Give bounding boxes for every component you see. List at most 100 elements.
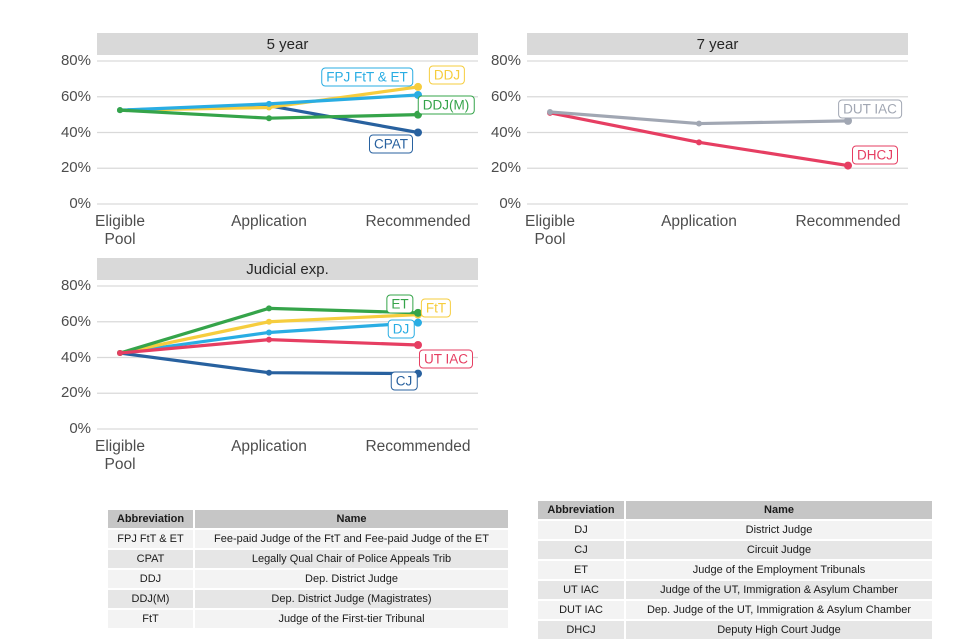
y-axis-tick-label: 80%: [60, 52, 91, 69]
table-row: FtT Judge of the First-tier Tribunal: [108, 610, 508, 628]
table-header-cell: Name: [195, 510, 508, 528]
y-axis-tick-label: 60%: [490, 87, 521, 105]
table-header-cell: Abbreviation: [108, 510, 193, 528]
facet-strip: 7 year: [527, 33, 908, 55]
facet-title: 5 year: [266, 35, 309, 53]
name-cell: Dep. District Judge (Magistrates): [195, 590, 508, 608]
y-axis-tick-label: 60%: [60, 87, 91, 105]
data-point: [414, 128, 422, 137]
table-row: CJ Circuit Judge: [538, 541, 932, 559]
series-label: FtT: [420, 298, 452, 318]
table-row: DHCJ Deputy High Court Judge: [538, 621, 932, 639]
data-point: [414, 82, 422, 91]
data-point: [266, 100, 272, 107]
table-row: DDJ Dep. District Judge: [108, 570, 508, 588]
facet-title: Judicial exp.: [246, 260, 329, 278]
abbreviation-cell: DUT IAC: [538, 601, 624, 619]
facet-strip: 5 year: [97, 33, 478, 55]
name-cell: Deputy High Court Judge: [626, 621, 932, 639]
data-point: [266, 305, 272, 312]
abbreviation-cell: CJ: [538, 541, 624, 559]
name-cell: Dep. District Judge: [195, 570, 508, 588]
series-label: CPAT: [368, 134, 414, 154]
series-label: ET: [386, 294, 414, 314]
series-label: DDJ(M): [417, 95, 475, 115]
abbreviation-cell: DDJ: [108, 570, 193, 588]
x-axis-tick-label: Eligible Pool: [95, 438, 145, 473]
y-axis-tick-label: 40%: [60, 348, 91, 366]
series-cj: [117, 350, 422, 378]
y-axis-tick-label: 80%: [490, 52, 521, 69]
data-point: [414, 308, 422, 317]
name-cell: Circuit Judge: [626, 541, 932, 559]
series-label: FPJ FtT & ET: [321, 67, 413, 87]
series-label: DUT IAC: [838, 99, 902, 119]
table-header-cell: Name: [626, 501, 932, 519]
x-axis-tick-label: Recommended: [365, 438, 471, 455]
abbreviation-cell: DHCJ: [538, 621, 624, 639]
data-point: [696, 120, 702, 127]
y-axis-tick-label: 40%: [490, 123, 521, 141]
x-axis-tick-label: Recommended: [365, 213, 471, 230]
name-cell: Legally Qual Chair of Police Appeals Tri…: [195, 550, 508, 568]
plot-area: [97, 285, 478, 430]
abbreviation-cell: CPAT: [108, 550, 193, 568]
name-cell: Fee-paid Judge of the FtT and Fee-paid J…: [195, 530, 508, 548]
data-point: [266, 115, 272, 122]
abbreviation-table-left: Abbreviation Name FPJ FtT & ET Fee-paid Jud…: [106, 508, 510, 630]
name-cell: Dep. Judge of the UT, Immigration & Asyl…: [626, 601, 932, 619]
table-row: ET Judge of the Employment Tribunals: [538, 561, 932, 579]
y-axis-tick-label: 60%: [60, 312, 91, 330]
table-row: CPAT Legally Qual Chair of Police Appeals…: [108, 550, 508, 568]
x-axis-tick-label: Recommended: [795, 213, 901, 230]
abbreviation-cell: DJ: [538, 521, 624, 539]
series-label: CJ: [390, 371, 418, 391]
series-dhcj: [547, 109, 852, 170]
y-axis-tick-label: 0%: [69, 420, 91, 437]
plot-area: [97, 60, 478, 205]
data-point: [844, 161, 852, 170]
series-label: DDJ: [428, 65, 466, 85]
facet-title: 7 year: [696, 35, 739, 53]
abbreviation-cell: FPJ FtT & ET: [108, 530, 193, 548]
table-row: FPJ FtT & ET Fee-paid Judge of the FtT an…: [108, 530, 508, 548]
series-label: UT IAC: [418, 349, 474, 369]
data-point: [266, 318, 272, 325]
abbreviation-cell: UT IAC: [538, 581, 624, 599]
data-point: [696, 139, 702, 146]
series-label: DHCJ: [852, 145, 898, 165]
series-dut-iac: [547, 108, 852, 127]
abbreviation-table-right: Abbreviation Name DJ District Judge CJ Circui…: [536, 499, 934, 640]
table-header-cell: Abbreviation: [538, 501, 624, 519]
y-axis-tick-label: 80%: [60, 277, 91, 294]
series-ddj-m-: [117, 107, 422, 122]
x-axis-tick-label: Application: [661, 213, 737, 230]
table-header-row: Abbreviation Name: [108, 510, 508, 528]
name-cell: Judge of the First-tier Tribunal: [195, 610, 508, 628]
facet-strip: Judicial exp.: [97, 258, 478, 280]
data-point: [266, 329, 272, 336]
abbreviation-cell: FtT: [108, 610, 193, 628]
table-row: DUT IAC Dep. Judge of the UT, Immigration…: [538, 601, 932, 619]
name-cell: Judge of the UT, Immigration & Asylum Ch…: [626, 581, 932, 599]
x-axis-tick-label: Eligible Pool: [95, 213, 145, 248]
series-label: DJ: [387, 319, 415, 339]
plot-area: [527, 60, 908, 205]
data-point: [117, 107, 123, 114]
name-cell: Judge of the Employment Tribunals: [626, 561, 932, 579]
y-axis-tick-label: 20%: [490, 159, 521, 177]
data-point: [547, 108, 553, 115]
x-axis-tick-label: Application: [231, 438, 307, 455]
y-axis-tick-label: 0%: [69, 195, 91, 212]
data-point: [266, 336, 272, 343]
x-axis-tick-label: Application: [231, 213, 307, 230]
data-point: [414, 318, 422, 327]
table-row: UT IAC Judge of the UT, Immigration & Asy…: [538, 581, 932, 599]
abbreviation-cell: DDJ(M): [108, 590, 193, 608]
data-point: [414, 340, 422, 349]
y-axis-tick-label: 20%: [60, 384, 91, 402]
data-point: [266, 369, 272, 376]
data-point: [117, 350, 123, 357]
table-row: DJ District Judge: [538, 521, 932, 539]
